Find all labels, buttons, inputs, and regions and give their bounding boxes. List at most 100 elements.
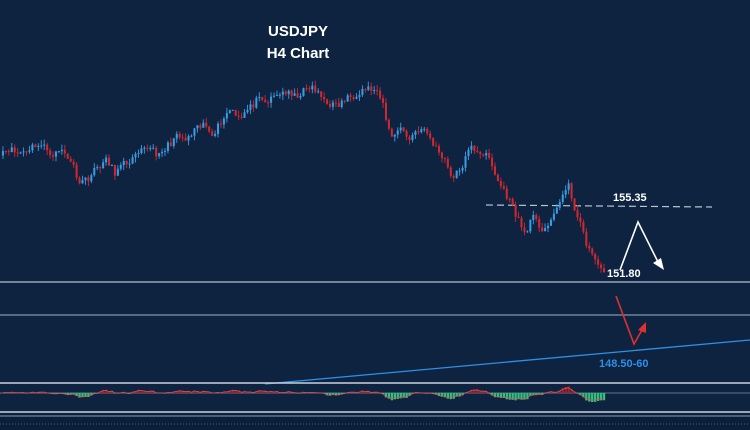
candle-body (275, 94, 278, 96)
candlestick (66, 153, 69, 159)
candlestick (46, 142, 49, 156)
candle-body (178, 133, 181, 138)
candlestick (488, 148, 491, 160)
candle-body (552, 213, 555, 220)
candle-body (75, 164, 78, 178)
oscillator-bar (558, 390, 561, 393)
candle-body (199, 125, 202, 128)
candle-body (334, 102, 337, 104)
candle-body (532, 215, 535, 221)
candlestick (90, 173, 93, 184)
candle-body (202, 122, 205, 128)
candle-body (140, 148, 143, 154)
candlestick (52, 151, 55, 162)
candlestick (358, 90, 361, 101)
candlestick (193, 128, 196, 141)
candle-body (216, 123, 220, 134)
oscillator-bar (325, 393, 329, 396)
candlestick (355, 93, 358, 100)
candle-body (152, 147, 155, 149)
candlestick (81, 175, 84, 184)
candlestick (54, 150, 58, 162)
candle-body (426, 128, 429, 134)
candle-body (1, 151, 4, 156)
candlestick (40, 140, 43, 149)
candle-body (408, 136, 411, 140)
candlestick (137, 149, 140, 158)
candle-body (205, 122, 208, 127)
oscillator-bar (178, 390, 181, 393)
candlestick (208, 126, 211, 134)
candlestick (225, 107, 228, 123)
candlestick (7, 149, 10, 156)
oscillator-bar (243, 391, 246, 393)
candlestick (511, 197, 514, 207)
candle-body (564, 189, 567, 195)
candle-body (379, 90, 382, 99)
candle-body (567, 183, 570, 190)
oscillator-bar (152, 390, 155, 393)
candle-body (461, 167, 464, 171)
candlestick (308, 85, 311, 93)
candlestick (261, 96, 264, 102)
oscillator-bar (599, 393, 603, 401)
oscillator-bar (529, 393, 532, 397)
candlestick (134, 151, 137, 163)
oscillator-bar (149, 390, 152, 393)
candlestick (28, 145, 31, 154)
candlestick (143, 145, 146, 154)
candlestick (211, 128, 214, 137)
candlestick (302, 87, 305, 97)
candle-body (143, 147, 146, 149)
candle-body (529, 220, 532, 232)
candle-body (128, 163, 131, 165)
oscillator-bar (72, 393, 75, 395)
candle-body (585, 231, 588, 246)
candle-body (387, 119, 390, 129)
candle-body (155, 147, 158, 157)
candle-body (420, 129, 423, 133)
oscillator-bar (81, 393, 84, 398)
candlestick (175, 131, 178, 143)
candle-body (302, 88, 305, 97)
candle-body (25, 151, 28, 153)
candle-body (84, 177, 87, 181)
candle-body (287, 90, 290, 95)
oscillator-bar (405, 393, 408, 398)
oscillator-bar (75, 393, 78, 397)
candlestick (299, 93, 302, 100)
candlestick (502, 181, 505, 191)
candlestick (461, 165, 464, 174)
candle-body (376, 89, 379, 91)
oscillator-bar (538, 393, 541, 395)
oscillator-bar (107, 391, 111, 393)
candlestick (187, 134, 190, 146)
candle-body (134, 153, 137, 158)
candle-body (544, 228, 547, 232)
oscillator-bar (263, 390, 267, 393)
candlestick (290, 89, 293, 100)
candle-body (399, 127, 402, 131)
candle-body (172, 138, 175, 147)
candle-body (446, 159, 449, 168)
candlestick (464, 151, 467, 172)
candlestick (78, 176, 81, 185)
candle-body (214, 133, 217, 136)
candle-body (105, 157, 108, 163)
candle-body (169, 142, 172, 147)
candle-body (267, 102, 270, 104)
candle-body (305, 88, 308, 90)
candlestick (320, 91, 323, 101)
candle-body (381, 98, 385, 103)
candlestick (473, 144, 476, 155)
candlestick (284, 90, 287, 97)
candlestick (417, 126, 420, 135)
candle-body (331, 102, 334, 107)
candle-body (502, 186, 505, 189)
candlestick (538, 215, 541, 232)
oscillator-bar (258, 390, 261, 393)
candlestick (558, 198, 561, 211)
candle-body (435, 145, 438, 147)
oscillator-bar (458, 393, 461, 397)
